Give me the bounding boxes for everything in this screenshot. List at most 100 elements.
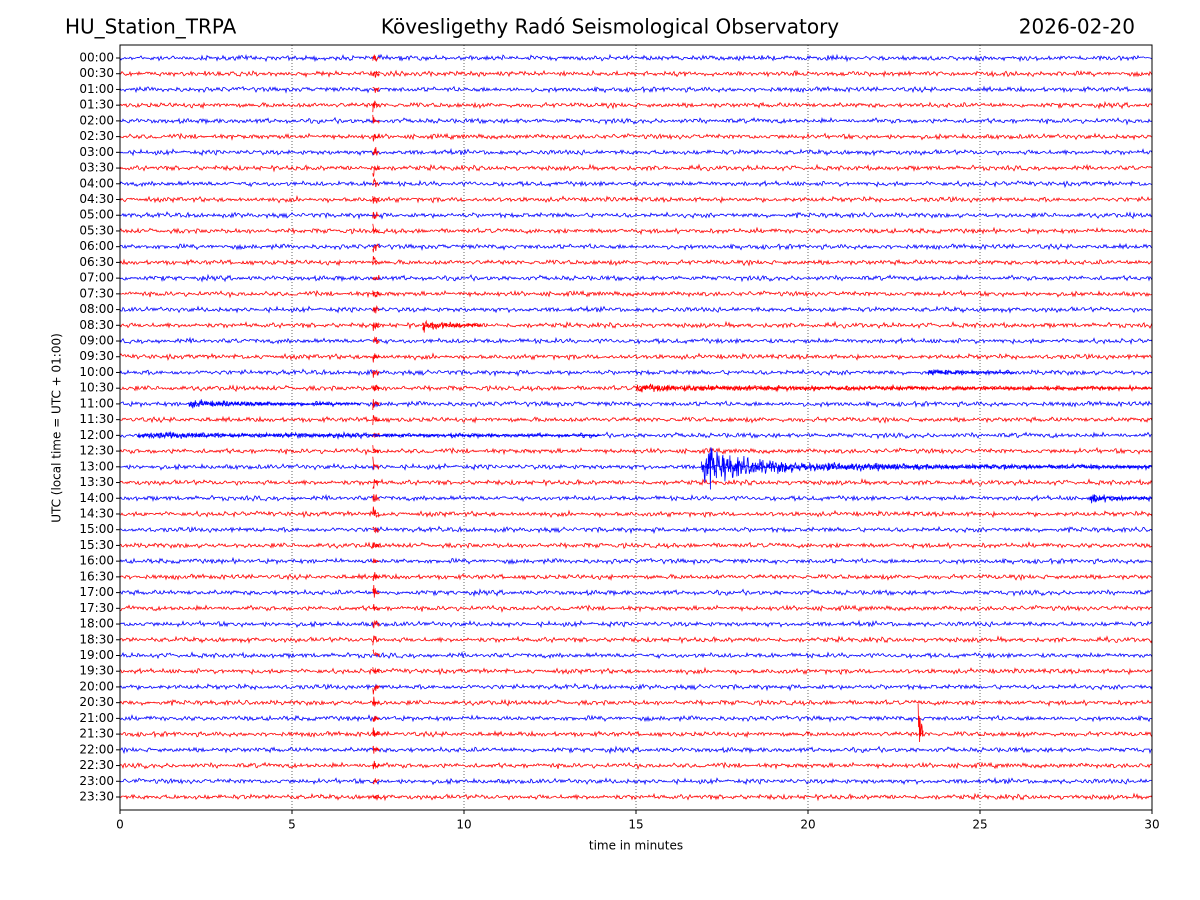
y-tick-label: 15:00 [79,522,114,536]
trace [119,714,1153,723]
y-tick-label: 03:30 [79,161,114,175]
y-tick-label: 03:00 [79,145,114,159]
event-trace [372,760,380,770]
trace [119,635,1153,645]
x-tick-label: 20 [800,818,815,832]
event-trace [372,336,380,345]
trace [119,116,1153,126]
event-trace [372,603,380,611]
event-trace [422,319,482,333]
y-tick-label: 23:00 [79,774,114,788]
trace [119,320,1153,330]
event-trace [372,745,380,754]
event-trace [372,54,380,62]
y-tick-label: 06:00 [79,239,114,253]
y-tick-label: 18:30 [79,632,114,646]
y-tick-label: 15:30 [79,538,114,552]
x-tick-label: 5 [288,818,296,832]
event-trace [372,164,380,177]
trace [119,242,1153,252]
event-trace [372,195,380,204]
event-trace [372,274,380,281]
trace [119,462,1153,472]
event-trace [372,399,380,411]
event-trace [790,461,1152,473]
event-trace [372,667,380,674]
y-tick-label: 14:00 [79,491,114,505]
trace [119,556,1153,566]
y-tick-label: 05:00 [79,208,114,222]
trace [119,698,1153,707]
event-trace [701,447,791,490]
y-tick-label: 23:30 [79,790,114,804]
trace [119,100,1153,110]
y-tick-label: 05:30 [79,223,114,237]
event-trace [372,506,380,519]
y-tick-label: 02:30 [79,129,114,143]
trace [119,493,1153,503]
event-trace [372,445,380,454]
x-tick-label: 10 [456,818,471,832]
event-trace [136,430,602,440]
y-tick-label: 20:00 [79,679,114,693]
trace [119,572,1153,582]
y-tick-label: 13:30 [79,475,114,489]
trace [119,651,1153,660]
event-trace [372,479,380,489]
y-tick-label: 08:00 [79,302,114,316]
y-tick-label: 19:00 [79,648,114,662]
event-trace [372,649,380,657]
event-trace [372,635,380,646]
y-tick-label: 09:30 [79,349,114,363]
y-tick-label: 12:00 [79,428,114,442]
trace [119,509,1153,519]
station-title: HU_Station_TRPA [65,15,237,39]
event-trace [372,70,380,78]
y-tick-label: 04:30 [79,192,114,206]
trace [119,273,1153,283]
y-tick-label: 01:00 [79,82,114,96]
x-tick-label: 15 [628,818,643,832]
y-tick-label: 17:30 [79,601,114,615]
plot-area [119,45,1153,810]
event-trace [372,696,380,707]
y-tick-label: 07:00 [79,271,114,285]
trace [119,132,1153,141]
event-trace [372,584,380,598]
trace [119,745,1153,755]
y-tick-label: 07:30 [79,286,114,300]
event-trace [372,114,380,124]
trace [119,352,1153,362]
y-tick-label: 12:30 [79,444,114,458]
event-trace [372,542,380,549]
trace [119,194,1153,204]
event-trace [372,147,380,156]
x-tick-label: 30 [1144,818,1159,832]
event-trace [372,290,380,298]
date-title: 2026-02-20 [1019,15,1135,39]
event-trace [372,100,380,113]
x-tick-label: 0 [116,818,124,832]
event-trace [372,715,380,722]
trace [119,588,1153,598]
trace [119,477,1153,487]
trace [119,226,1153,236]
event-trace [372,794,380,800]
y-tick-label: 04:00 [79,176,114,190]
event-trace [372,558,380,564]
event-trace [188,399,361,409]
event-trace [372,684,380,695]
x-axis-label: time in minutes [589,839,683,853]
y-tick-label: 20:30 [79,695,114,709]
event-trace [372,572,380,581]
event-trace [372,778,380,785]
y-tick-label: 19:30 [79,664,114,678]
y-tick-label: 17:00 [79,585,114,599]
y-tick-label: 11:30 [79,412,114,426]
event-trace [372,619,380,629]
trace [119,415,1153,424]
event-trace [372,305,380,314]
event-trace [372,456,380,470]
trace [119,289,1153,299]
